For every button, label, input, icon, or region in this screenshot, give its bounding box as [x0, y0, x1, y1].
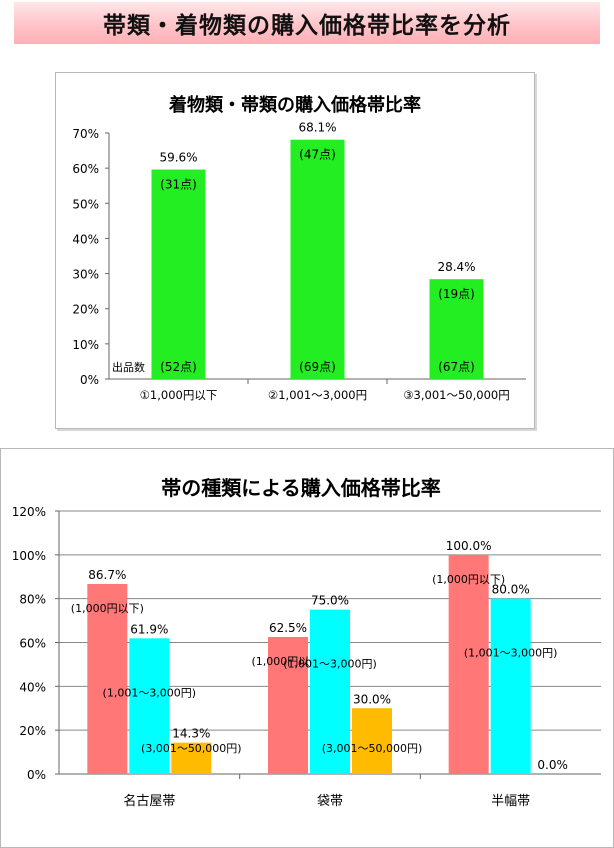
bar-range-label: (1,001～3,000円)	[283, 658, 377, 671]
page-title: 帯類・着物類の購入価格帯比率を分析	[103, 13, 511, 39]
x-tick-label: 袋帯	[317, 794, 343, 809]
bar-value-label: 75.0%	[311, 594, 349, 608]
bar-range-label: (1,001～3,000円)	[103, 686, 197, 699]
overall-price-chart: 着物類・帯類の購入価格帯比率 0% 10% 20% 30% 40% 50% 60% 70% 59.…	[72, 94, 526, 402]
y-tick-label: 120%	[12, 505, 46, 519]
bar-count-label: (19点)	[438, 287, 475, 301]
total-count-caption: 出品数	[112, 360, 145, 374]
chart-panel-overall: 着物類・帯類の購入価格帯比率 0% 10% 20% 30% 40% 50% 60% 70% 59.…	[55, 72, 535, 429]
y-tick-label: 50%	[72, 197, 99, 211]
bar-range-label: (3,001～50,000円)	[141, 742, 242, 755]
y-tick-label: 100%	[12, 549, 46, 563]
x-tick-label: 半幅帯	[491, 794, 530, 809]
bar-value-label: 62.5%	[269, 621, 307, 635]
x-tick-label: 名古屋帯	[123, 793, 175, 809]
bar-total-label: (67点)	[438, 360, 475, 374]
chart-title: 着物類・帯類の購入価格帯比率	[168, 94, 421, 116]
bar-total-label: (69点)	[299, 360, 336, 374]
bar	[171, 742, 212, 774]
bar-range-label: (3,001～50,000円)	[322, 742, 423, 755]
bar-count-label: (47点)	[299, 148, 336, 162]
y-tick-label: 60%	[72, 162, 99, 176]
bar-value-label: 86.7%	[88, 568, 126, 582]
y-tick-label: 20%	[19, 724, 46, 738]
y-tick-label: 40%	[72, 232, 99, 246]
y-tick-label: 70%	[72, 127, 99, 141]
y-tick-label: 10%	[72, 338, 99, 352]
bar	[448, 554, 489, 774]
bar	[310, 609, 350, 774]
y-tick-label: 0%	[27, 768, 46, 782]
chart-panel-obi-types: 帯の種類による購入価格帯比率 0% 20% 40% 60% 80% 100% 120% 86.7…	[0, 448, 614, 848]
bar	[490, 598, 531, 774]
bar	[429, 279, 484, 379]
y-tick-label: 80%	[19, 593, 46, 607]
bar-range-label: (1,000円以下)	[432, 573, 505, 586]
obi-type-price-chart: 帯の種類による購入価格帯比率 0% 20% 40% 60% 80% 100% 120% 86.7…	[12, 476, 601, 809]
bar	[352, 708, 392, 774]
bar	[129, 638, 170, 774]
bar-value-label: 14.3%	[172, 727, 210, 741]
chart-title: 帯の種類による購入価格帯比率	[161, 476, 440, 500]
x-tick-label: ③3,001～50,000円	[403, 388, 509, 402]
x-tick-label: ①1,000円以下	[140, 388, 218, 402]
bar	[87, 583, 128, 774]
bar-total-label: (52点)	[160, 360, 197, 374]
y-tick-label: 0%	[80, 373, 99, 387]
bar-range-label: (1,000円以下)	[71, 602, 144, 615]
bar	[290, 139, 345, 379]
y-tick-label: 40%	[19, 680, 46, 694]
bar-value-label: 68.1%	[298, 121, 336, 135]
bar-value-label: 80.0%	[492, 583, 530, 597]
bar	[268, 637, 308, 774]
bar-value-label: 61.9%	[130, 622, 168, 636]
y-tick-label: 20%	[72, 303, 99, 317]
bar-range-label: (1,000円以下)	[251, 655, 324, 668]
bar-value-label: 100.0%	[446, 539, 492, 553]
bar-count-label: (31点)	[160, 178, 197, 192]
bar	[151, 169, 206, 379]
bar-range-label: (1,001～3,000円)	[464, 647, 558, 660]
bar-value-label: 59.6%	[159, 151, 197, 165]
bar-value-label: 0.0%	[537, 758, 568, 772]
bar-value-label: 30.0%	[353, 692, 391, 706]
bar-value-label: 28.4%	[437, 260, 475, 274]
x-tick-label: ②1,001～3,000円	[268, 388, 367, 402]
y-tick-label: 60%	[19, 637, 46, 651]
y-tick-label: 30%	[72, 268, 99, 282]
page-title-banner: 帯類・着物類の購入価格帯比率を分析	[14, 2, 600, 44]
